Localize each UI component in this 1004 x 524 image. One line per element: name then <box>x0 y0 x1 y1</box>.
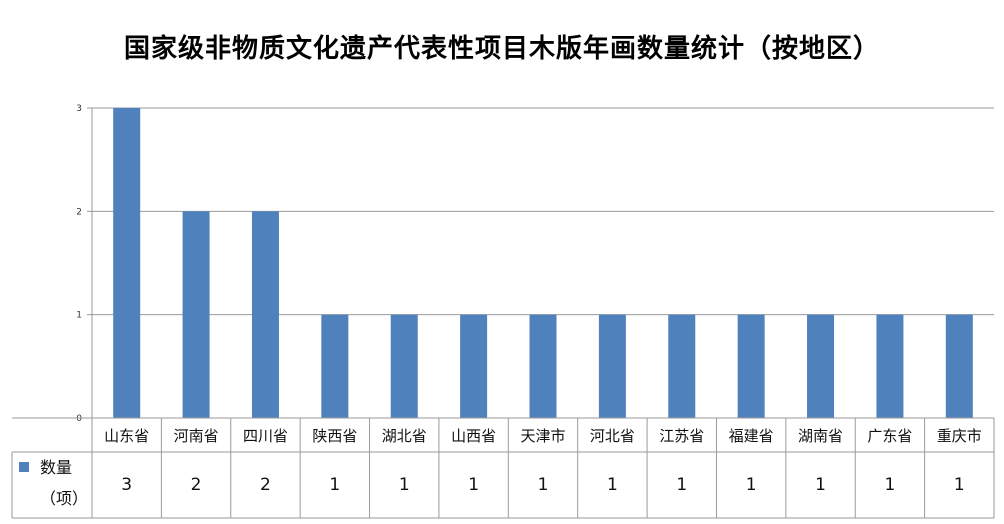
data-label: 1 <box>468 475 479 495</box>
legend-label: 数量 <box>40 458 72 477</box>
data-label: 3 <box>121 475 132 495</box>
category-label: 福建省 <box>729 427 774 445</box>
category-label: 湖北省 <box>382 427 427 445</box>
data-label: 1 <box>607 475 618 495</box>
y-axis-ticks: 0 1 2 3 <box>76 104 82 424</box>
bar <box>182 211 210 418</box>
bar <box>807 314 835 418</box>
data-label: 1 <box>815 475 826 495</box>
data-label: 1 <box>399 475 410 495</box>
bar <box>321 314 349 418</box>
legend-unit: （项） <box>40 489 88 508</box>
data-label: 2 <box>260 475 271 495</box>
bars <box>113 108 973 418</box>
data-label: 1 <box>676 475 687 495</box>
category-label: 河南省 <box>174 427 219 445</box>
y-tick-label: 1 <box>76 311 82 321</box>
category-label: 天津市 <box>520 427 565 445</box>
data-label: 1 <box>746 475 757 495</box>
y-tick-label: 2 <box>76 207 82 217</box>
data-label: 2 <box>191 475 202 495</box>
category-label: 重庆市 <box>937 427 982 445</box>
category-label: 湖南省 <box>798 427 843 445</box>
category-label: 江苏省 <box>659 427 704 445</box>
y-tick-label: 0 <box>76 414 82 424</box>
data-label: 1 <box>538 475 549 495</box>
legend-key <box>19 462 29 472</box>
chart-title: 国家级非物质文化遗产代表性项目木版年画数量统计（按地区） <box>123 34 880 64</box>
category-label: 河北省 <box>590 427 635 445</box>
y-tick-label: 3 <box>76 104 82 114</box>
data-label: 1 <box>885 475 896 495</box>
category-label: 广东省 <box>867 427 912 445</box>
data-table: 山东省 河南省 四川省 陕西省 湖北省 山西省 天津市 河北省 江苏省 福建省 湖南省 广东省 重庆市 3… <box>11 417 995 519</box>
category-label: 山西省 <box>451 427 496 445</box>
bar <box>737 314 765 418</box>
bar <box>668 314 696 418</box>
bar <box>390 314 418 418</box>
category-label: 陕西省 <box>312 427 357 445</box>
bar <box>113 108 141 418</box>
category-label: 四川省 <box>243 427 288 445</box>
data-label: 1 <box>329 475 340 495</box>
bar <box>598 314 626 418</box>
data-label: 1 <box>954 475 965 495</box>
bar <box>460 314 488 418</box>
bar <box>251 211 279 418</box>
bar <box>876 314 904 418</box>
bar <box>945 314 973 418</box>
bar <box>529 314 557 418</box>
category-label: 山东省 <box>104 427 149 445</box>
